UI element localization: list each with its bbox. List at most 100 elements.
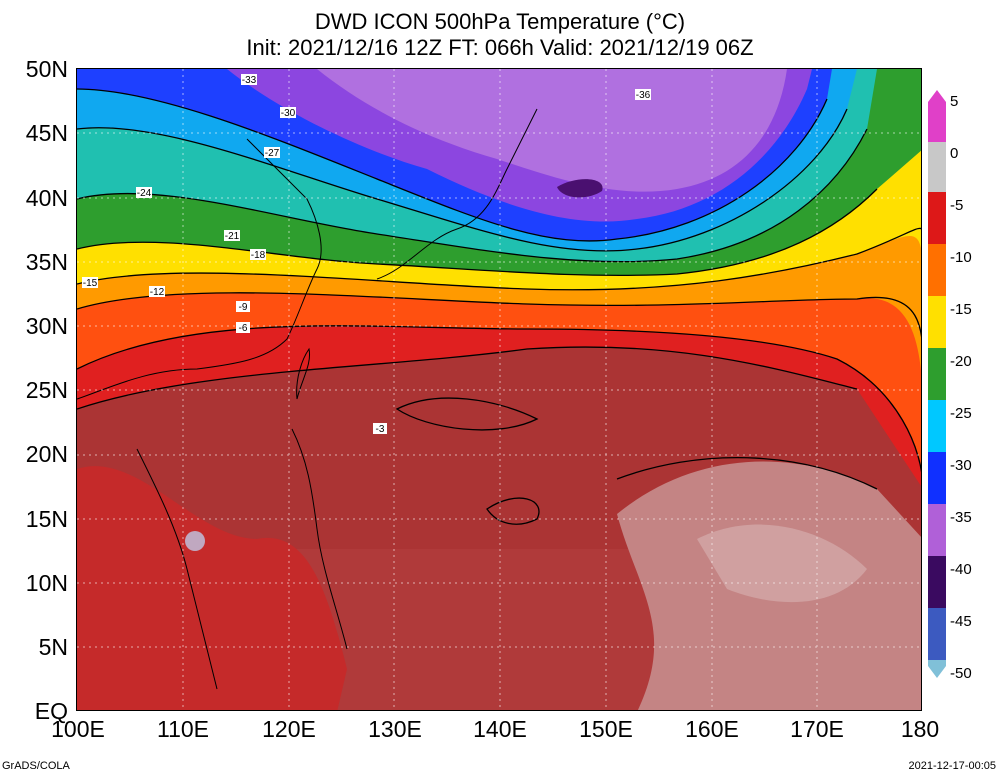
temperature-map-svg: -33 -30 -36 -27 -24 -21 -18 -15 -12 -9 -… [77, 69, 921, 710]
colorbar-label-m10: -10 [950, 249, 972, 266]
colorbar-top-arrow [928, 90, 946, 102]
lat-label-15n: 15N [25, 506, 68, 532]
generation-timestamp: 2021-12-17-00:05 [908, 760, 996, 772]
svg-text:-24: -24 [137, 188, 152, 199]
grid-lines [77, 69, 921, 710]
cold-core-minus40 [557, 179, 603, 198]
svg-text:-12: -12 [150, 287, 165, 298]
colorbar-label-5: 5 [950, 93, 959, 110]
colorbar-label-m5: -5 [950, 197, 964, 214]
colorbar-swatch-3 [928, 192, 946, 244]
colorbar-label-m30: -30 [950, 457, 972, 474]
contour-label-minus18: -18 [250, 249, 266, 261]
band-minus36 [317, 69, 787, 192]
lat-label-25n: 25N [25, 377, 68, 403]
contour-label-minus12: -12 [149, 286, 165, 298]
svg-text:-21: -21 [225, 231, 240, 242]
lat-label-45n: 45N [25, 120, 68, 146]
lon-label-180: 180 [900, 716, 940, 742]
contour-minus3-island-a [395, 397, 539, 431]
lat-label-50n: 50N [25, 56, 68, 82]
taiwan-coastline [296, 347, 311, 400]
lat-label-30n: 30N [25, 313, 68, 339]
lat-label-10n: 10N [25, 570, 68, 596]
colorbar-swatch-6 [928, 348, 946, 400]
contour-minus27-line [77, 108, 848, 252]
colorbar-label-m25: -25 [950, 405, 972, 422]
lon-label-160e: 160E [685, 716, 739, 742]
coastlines [77, 108, 538, 690]
warm-band-west [77, 466, 347, 710]
china-coastline [77, 138, 322, 400]
typhoon-core [185, 531, 205, 551]
contour-label-minus36: -36 [635, 89, 651, 101]
lon-label-120e: 120E [262, 716, 316, 742]
colorbar-swatch-8 [928, 452, 946, 504]
colorbar-swatch-11 [928, 608, 946, 660]
temperature-map: -33 -30 -36 -27 -24 -21 -18 -15 -12 -9 -… [76, 68, 922, 711]
indochina-coastline [136, 448, 218, 690]
contour-minus30-line [77, 88, 828, 242]
lon-label-100e: 100E [51, 716, 105, 742]
credit-grads-cola: GrADS/COLA [2, 760, 70, 772]
lon-label-130e: 130E [368, 716, 422, 742]
contour-label-minus21: -21 [224, 230, 240, 242]
colorbar-label-m35: -35 [950, 509, 972, 526]
contour-minus6-line [77, 346, 858, 410]
contour-minus3-line [616, 456, 878, 490]
colorbar-label-0: 0 [950, 145, 959, 162]
svg-text:-30: -30 [281, 108, 296, 119]
colorbar [928, 90, 946, 678]
contour-minus12-line [77, 292, 921, 338]
lat-label-20n: 20N [25, 441, 68, 467]
colorbar-swatch-9 [928, 504, 946, 556]
lat-label-5n: 5N [38, 634, 68, 660]
svg-text:-6: -6 [239, 323, 248, 334]
contour-label-minus24: -24 [136, 187, 152, 199]
contour-label-minus9: -9 [236, 301, 250, 313]
colorbar-swatch-4 [928, 244, 946, 296]
contour-label-minus30: -30 [280, 107, 296, 119]
temperature-contours [77, 88, 921, 525]
contour-minus15-line [77, 227, 921, 291]
contour-label-minus6: -6 [236, 322, 250, 334]
contour-minus24-line [77, 128, 868, 263]
colorbar-label-m40: -40 [950, 561, 972, 578]
svg-text:-33: -33 [242, 75, 257, 86]
lat-label-eq: EQ [34, 698, 68, 724]
lon-label-170e: 170E [790, 716, 844, 742]
colorbar-swatch-1 [928, 102, 946, 142]
contour-label-minus33: -33 [241, 74, 257, 86]
svg-text:-9: -9 [239, 302, 248, 313]
map-title: DWD ICON 500hPa Temperature (°C) [314, 9, 686, 34]
colorbar-swatch-2 [928, 142, 946, 192]
colorbar-swatch-7 [928, 400, 946, 452]
colorbar-label-m20: -20 [950, 353, 972, 370]
svg-text:-18: -18 [251, 250, 266, 261]
colorbar-swatch-12 [928, 660, 946, 666]
colorbar-label-m15: -15 [950, 301, 972, 318]
warm-pale-core [697, 524, 867, 603]
contour-label-minus3: -3 [373, 423, 387, 435]
colorbar-label-m45: -45 [950, 613, 972, 630]
colorbar-swatch-10 [928, 556, 946, 608]
lat-label-40n: 40N [25, 185, 68, 211]
svg-text:-27: -27 [265, 148, 280, 159]
lon-label-140e: 140E [473, 716, 527, 742]
japan-coastline [376, 108, 538, 280]
colorbar-bottom-arrow [928, 666, 946, 678]
contour-minus21-line [77, 188, 878, 276]
philippines-coastline [291, 428, 348, 650]
lat-label-35n: 35N [25, 249, 68, 275]
contour-label-group: -33 -30 -36 -27 -24 -21 -18 -15 -12 -9 -… [82, 74, 651, 435]
contour-label-minus27: -27 [264, 147, 280, 159]
contour-label-minus15: -15 [82, 277, 98, 289]
svg-text:-15: -15 [83, 278, 98, 289]
colorbar-label-m50: -50 [950, 665, 972, 682]
lon-label-110e: 110E [156, 716, 209, 742]
colorbar-swatch-5 [928, 296, 946, 348]
lon-label-150e: 150E [579, 716, 633, 742]
svg-text:-36: -36 [636, 90, 651, 101]
map-subtitle: Init: 2021/12/16 12Z FT: 066h Valid: 202… [246, 35, 754, 60]
svg-text:-3: -3 [376, 424, 385, 435]
